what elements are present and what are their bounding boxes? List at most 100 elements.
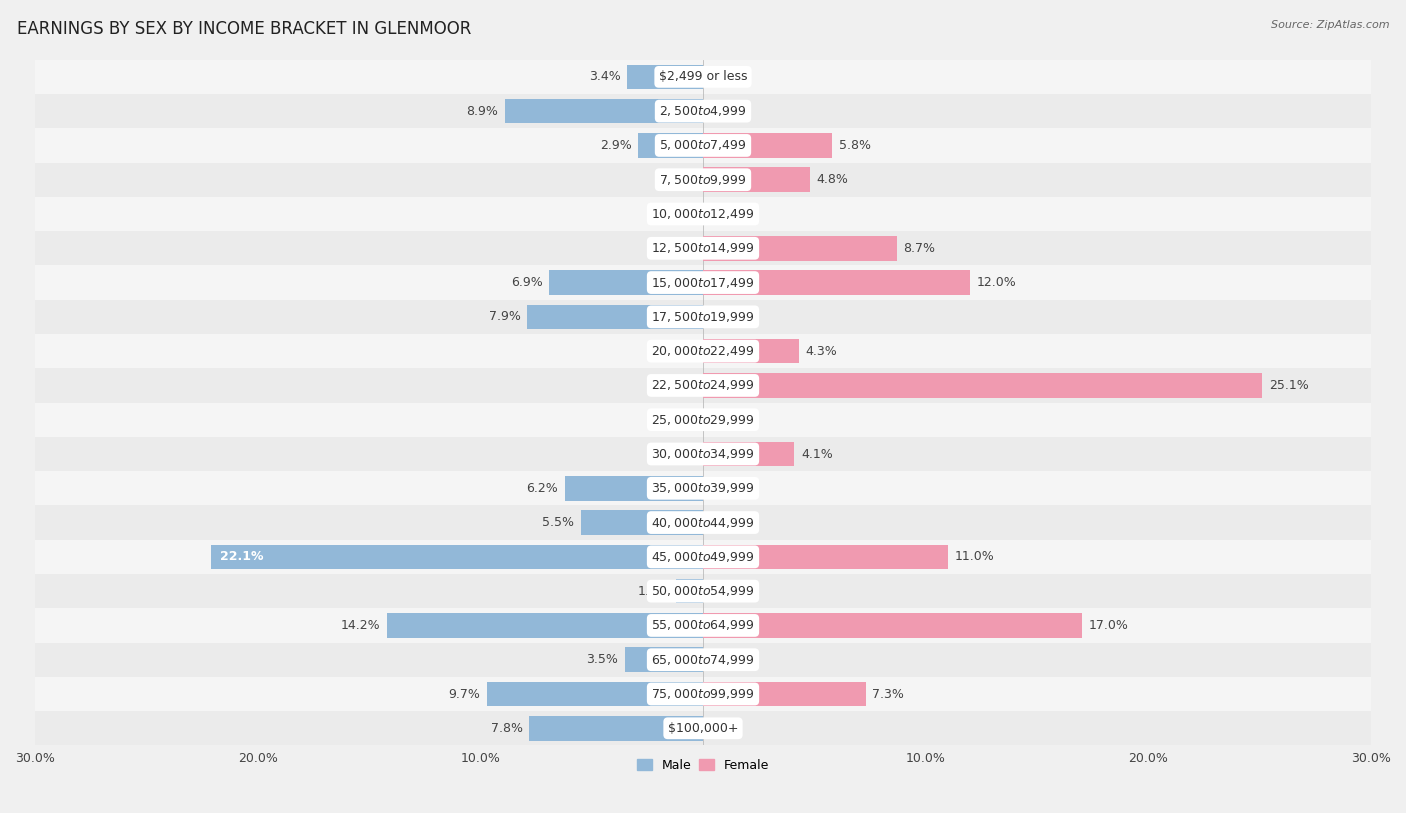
- Bar: [35, 163, 1371, 197]
- Text: $10,000 to $12,499: $10,000 to $12,499: [651, 207, 755, 221]
- Bar: [35, 128, 1371, 163]
- Text: 7.9%: 7.9%: [488, 311, 520, 324]
- Text: 4.8%: 4.8%: [817, 173, 848, 186]
- Bar: [565, 476, 703, 501]
- Bar: [703, 236, 897, 261]
- Text: 0.0%: 0.0%: [710, 413, 742, 426]
- Bar: [581, 511, 703, 535]
- Text: 25.1%: 25.1%: [1268, 379, 1309, 392]
- Bar: [703, 545, 948, 569]
- Text: 0.0%: 0.0%: [664, 379, 696, 392]
- Text: $55,000 to $64,999: $55,000 to $64,999: [651, 619, 755, 633]
- Bar: [703, 339, 799, 363]
- Bar: [529, 716, 703, 741]
- Text: 6.2%: 6.2%: [526, 482, 558, 495]
- Text: $5,000 to $7,499: $5,000 to $7,499: [659, 138, 747, 152]
- Bar: [35, 574, 1371, 608]
- Text: 0.0%: 0.0%: [664, 173, 696, 186]
- Bar: [703, 167, 810, 192]
- Bar: [703, 681, 866, 706]
- Text: Source: ZipAtlas.com: Source: ZipAtlas.com: [1271, 20, 1389, 30]
- Text: 3.4%: 3.4%: [589, 71, 620, 84]
- Text: 0.0%: 0.0%: [664, 207, 696, 220]
- Text: 0.0%: 0.0%: [710, 207, 742, 220]
- Text: 3.5%: 3.5%: [586, 653, 619, 666]
- Text: 2.9%: 2.9%: [600, 139, 631, 152]
- Bar: [703, 133, 832, 158]
- Text: 22.1%: 22.1%: [219, 550, 263, 563]
- Text: $100,000+: $100,000+: [668, 722, 738, 735]
- Text: $30,000 to $34,999: $30,000 to $34,999: [651, 447, 755, 461]
- Bar: [35, 300, 1371, 334]
- Text: 11.0%: 11.0%: [955, 550, 994, 563]
- Text: 0.0%: 0.0%: [710, 311, 742, 324]
- Text: 1.2%: 1.2%: [638, 585, 669, 598]
- Bar: [35, 472, 1371, 506]
- Bar: [35, 231, 1371, 265]
- Bar: [486, 681, 703, 706]
- Bar: [505, 99, 703, 124]
- Text: $50,000 to $54,999: $50,000 to $54,999: [651, 585, 755, 598]
- Text: $15,000 to $17,499: $15,000 to $17,499: [651, 276, 755, 289]
- Bar: [35, 677, 1371, 711]
- Text: 0.0%: 0.0%: [710, 482, 742, 495]
- Text: 0.0%: 0.0%: [710, 105, 742, 118]
- Bar: [703, 441, 794, 467]
- Text: $75,000 to $99,999: $75,000 to $99,999: [651, 687, 755, 701]
- Bar: [703, 373, 1263, 398]
- Text: $65,000 to $74,999: $65,000 to $74,999: [651, 653, 755, 667]
- Bar: [638, 133, 703, 158]
- Bar: [35, 437, 1371, 472]
- Bar: [35, 94, 1371, 128]
- Text: 8.7%: 8.7%: [904, 241, 935, 254]
- Text: EARNINGS BY SEX BY INCOME BRACKET IN GLENMOOR: EARNINGS BY SEX BY INCOME BRACKET IN GLE…: [17, 20, 471, 38]
- Text: 9.7%: 9.7%: [449, 688, 481, 701]
- Bar: [626, 647, 703, 672]
- Text: 0.0%: 0.0%: [710, 653, 742, 666]
- Bar: [35, 265, 1371, 300]
- Text: 14.2%: 14.2%: [340, 619, 380, 632]
- Text: 4.1%: 4.1%: [801, 447, 832, 460]
- Text: $17,500 to $19,999: $17,500 to $19,999: [651, 310, 755, 324]
- Text: 0.0%: 0.0%: [664, 345, 696, 358]
- Text: 4.3%: 4.3%: [806, 345, 837, 358]
- Text: $2,499 or less: $2,499 or less: [659, 71, 747, 84]
- Text: $7,500 to $9,999: $7,500 to $9,999: [659, 172, 747, 187]
- Bar: [35, 540, 1371, 574]
- Text: $25,000 to $29,999: $25,000 to $29,999: [651, 413, 755, 427]
- Legend: Male, Female: Male, Female: [631, 754, 775, 777]
- Bar: [35, 642, 1371, 677]
- Text: 0.0%: 0.0%: [710, 516, 742, 529]
- Text: 8.9%: 8.9%: [467, 105, 498, 118]
- Text: 6.9%: 6.9%: [510, 276, 543, 289]
- Text: $2,500 to $4,999: $2,500 to $4,999: [659, 104, 747, 118]
- Text: 0.0%: 0.0%: [710, 722, 742, 735]
- Text: 0.0%: 0.0%: [664, 241, 696, 254]
- Bar: [35, 402, 1371, 437]
- Bar: [703, 613, 1081, 637]
- Bar: [35, 368, 1371, 402]
- Bar: [676, 579, 703, 603]
- Bar: [35, 334, 1371, 368]
- Bar: [35, 59, 1371, 94]
- Text: $20,000 to $22,499: $20,000 to $22,499: [651, 344, 755, 359]
- Text: 0.0%: 0.0%: [710, 71, 742, 84]
- Text: $22,500 to $24,999: $22,500 to $24,999: [651, 378, 755, 393]
- Text: 17.0%: 17.0%: [1088, 619, 1128, 632]
- Text: 7.8%: 7.8%: [491, 722, 523, 735]
- Text: $40,000 to $44,999: $40,000 to $44,999: [651, 515, 755, 529]
- Bar: [35, 608, 1371, 642]
- Bar: [211, 545, 703, 569]
- Bar: [35, 197, 1371, 231]
- Text: 7.3%: 7.3%: [872, 688, 904, 701]
- Bar: [35, 506, 1371, 540]
- Text: 0.0%: 0.0%: [710, 585, 742, 598]
- Bar: [627, 64, 703, 89]
- Bar: [527, 305, 703, 329]
- Text: 0.0%: 0.0%: [664, 413, 696, 426]
- Text: $35,000 to $39,999: $35,000 to $39,999: [651, 481, 755, 495]
- Text: 5.8%: 5.8%: [839, 139, 870, 152]
- Text: 0.0%: 0.0%: [664, 447, 696, 460]
- Bar: [550, 270, 703, 295]
- Text: 12.0%: 12.0%: [977, 276, 1017, 289]
